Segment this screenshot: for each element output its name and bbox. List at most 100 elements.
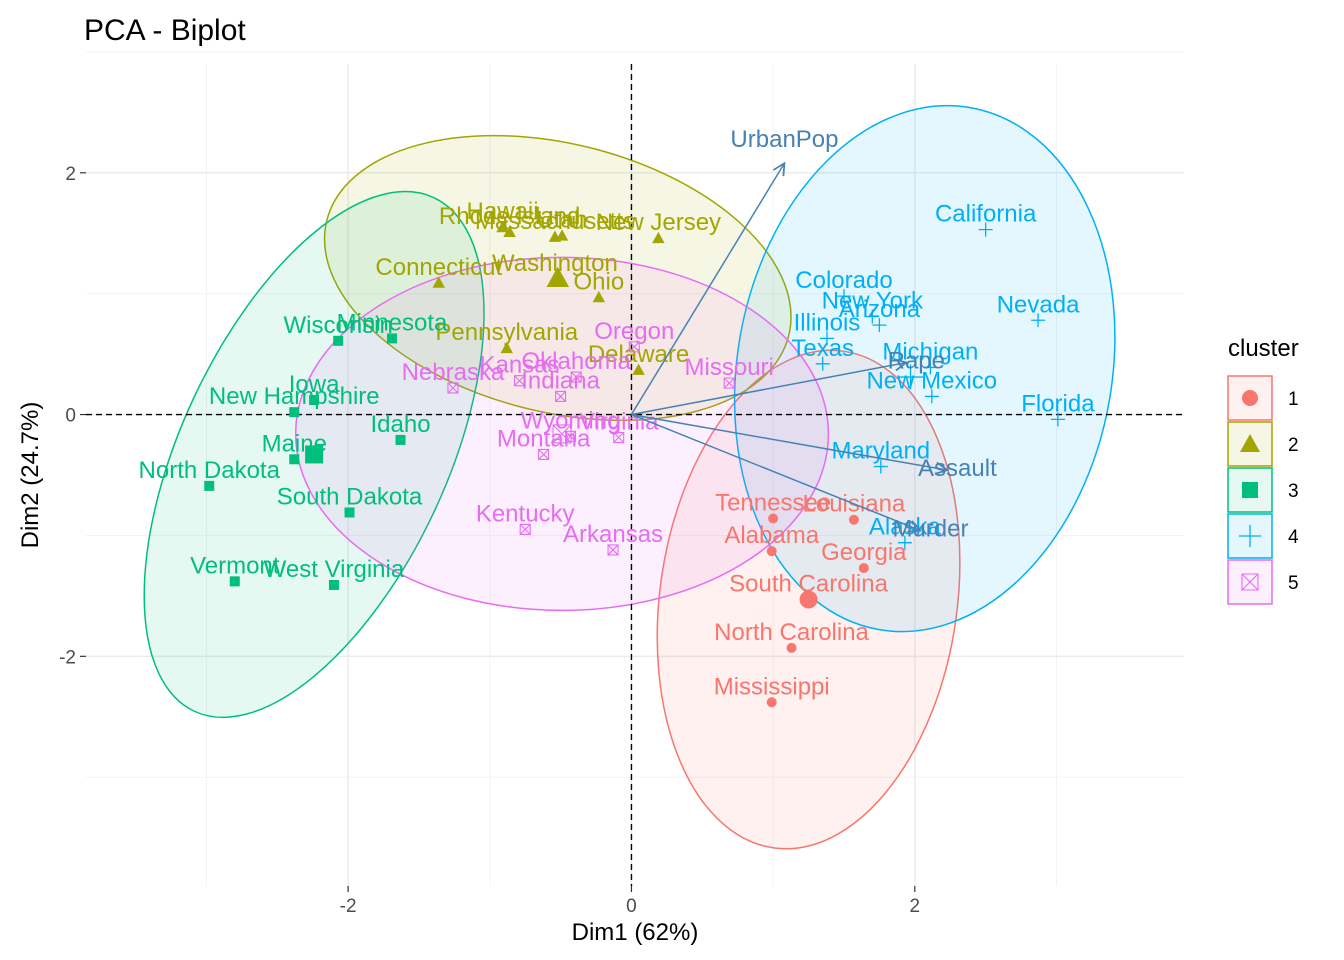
point-label-vermont: Vermont <box>190 552 280 579</box>
point-label-virginia: Virginia <box>579 409 659 436</box>
point-alabama <box>766 546 777 557</box>
cluster-4-centroid <box>897 364 924 390</box>
point-nevada <box>1031 313 1046 328</box>
point-new-jersey <box>652 231 665 244</box>
point-new-york <box>865 309 880 324</box>
y-tick-label: 0 <box>65 406 76 427</box>
point-north-carolina <box>786 642 797 653</box>
point-label-minnesota: Minnesota <box>337 309 448 336</box>
point-michigan <box>923 360 938 375</box>
point-missouri <box>723 377 735 389</box>
point-label-alaska: Alaska <box>869 514 942 541</box>
point-tennessee <box>768 513 779 524</box>
point-label-ohio: Ohio <box>574 268 625 295</box>
point-label-utah: Utah <box>537 207 588 234</box>
point-label-indiana: Indiana <box>521 367 600 394</box>
point-label-new-york: New York <box>822 288 924 315</box>
point-texas <box>815 356 830 371</box>
legend-key-3 <box>1227 467 1273 513</box>
variable-arrow-assault <box>631 413 947 471</box>
variable-arrows: UrbanPop Rape Assault Murder <box>630 126 997 543</box>
point-label-connecticut: Connecticut <box>375 254 502 281</box>
point-utah <box>555 229 569 241</box>
point-florida <box>1050 412 1065 427</box>
point-label-new-jersey: New Jersey <box>596 209 721 236</box>
point-label-texas: Texas <box>791 335 854 362</box>
cluster-1-centroid <box>799 590 818 609</box>
legend: cluster 1 2 3 4 5 <box>1227 335 1299 605</box>
point-minnesota <box>387 333 398 344</box>
point-label-pennsylvania: Pennsylvania <box>435 319 578 346</box>
point-label-nevada: Nevada <box>997 291 1080 318</box>
y-tick-label: 2 <box>65 164 76 185</box>
point-virginia <box>613 431 625 444</box>
point-label-kentucky: Kentucky <box>476 500 575 527</box>
point-label-kansas: Kansas <box>480 352 560 379</box>
point-new-mexico <box>924 389 939 404</box>
x-tick-label: -2 <box>340 896 357 917</box>
point-delaware <box>632 363 645 375</box>
point-label-arizona: Arizona <box>839 296 921 323</box>
point-arizona <box>872 318 887 333</box>
legend-label-2: 2 <box>1288 435 1299 456</box>
point-georgia <box>858 563 869 574</box>
point-maine <box>289 454 300 465</box>
variable-arrow-rape <box>631 363 906 416</box>
x-tick-label: 0 <box>626 896 637 917</box>
point-label-idaho: Idaho <box>370 411 430 438</box>
point-mississippi <box>766 697 777 708</box>
point-label-new-hampshire: New Hampshire <box>209 383 380 410</box>
point-wisconsin <box>333 335 344 346</box>
legend-title: cluster <box>1228 335 1299 362</box>
variable-arrow-murder <box>631 413 920 531</box>
variable-label-assault: Assault <box>918 455 997 482</box>
point-alaska <box>897 535 912 550</box>
x-axis-title: Dim1 (62%) <box>572 919 699 946</box>
point-rhode-island <box>503 225 516 238</box>
point-kansas <box>513 375 526 387</box>
point-label-north-carolina: North Carolina <box>714 619 869 646</box>
point-california <box>978 222 993 237</box>
point-hawaii <box>496 220 509 233</box>
point-label-iowa: Iowa <box>289 371 340 398</box>
cluster-2-centroid <box>546 266 570 287</box>
x-tick-label: 2 <box>910 896 921 917</box>
point-label-south-dakota: South Dakota <box>277 483 423 510</box>
legend-label-5: 5 <box>1288 573 1299 594</box>
point-illinois <box>819 331 834 346</box>
point-iowa <box>309 395 320 406</box>
point-connecticut <box>432 276 446 288</box>
point-new-hampshire <box>289 407 300 418</box>
variable-label-murder: Murder <box>892 516 968 543</box>
point-label-arkansas: Arkansas <box>563 521 663 548</box>
point-label-wisconsin: Wisconsin <box>284 312 393 339</box>
legend-symbol-1 <box>1242 390 1258 406</box>
point-north-dakota <box>204 480 215 491</box>
point-label-tennessee: Tennessee <box>715 490 831 517</box>
point-label-georgia: Georgia <box>821 539 907 566</box>
legend-label-3: 3 <box>1288 481 1299 502</box>
variable-label-urbanpop: UrbanPop <box>730 126 838 153</box>
variable-arrow-urbanpop <box>630 163 784 415</box>
point-label-missouri: Missouri <box>685 354 774 381</box>
point-label-mississippi: Mississippi <box>714 673 830 700</box>
point-label-montana: Montana <box>497 425 591 452</box>
point-idaho <box>395 434 406 445</box>
y-tick-label: -2 <box>59 647 76 668</box>
legend-label-4: 4 <box>1288 527 1299 548</box>
point-indiana <box>555 390 567 402</box>
point-label-maryland: Maryland <box>831 438 930 465</box>
cluster-5-centroid <box>552 424 572 444</box>
point-label-florida: Florida <box>1021 390 1095 417</box>
legend-symbol-3 <box>1242 482 1258 498</box>
point-label-illinois: Illinois <box>794 309 861 336</box>
variable-label-rape: Rape <box>888 348 945 375</box>
point-label-delaware: Delaware <box>588 341 689 368</box>
point-label-rhode-island: Rhode Island <box>439 203 580 230</box>
point-label-oklahoma: Oklahoma <box>522 348 632 375</box>
chart-title: PCA - Biplot <box>84 14 246 47</box>
point-label-west-virginia: West Virginia <box>264 556 405 583</box>
